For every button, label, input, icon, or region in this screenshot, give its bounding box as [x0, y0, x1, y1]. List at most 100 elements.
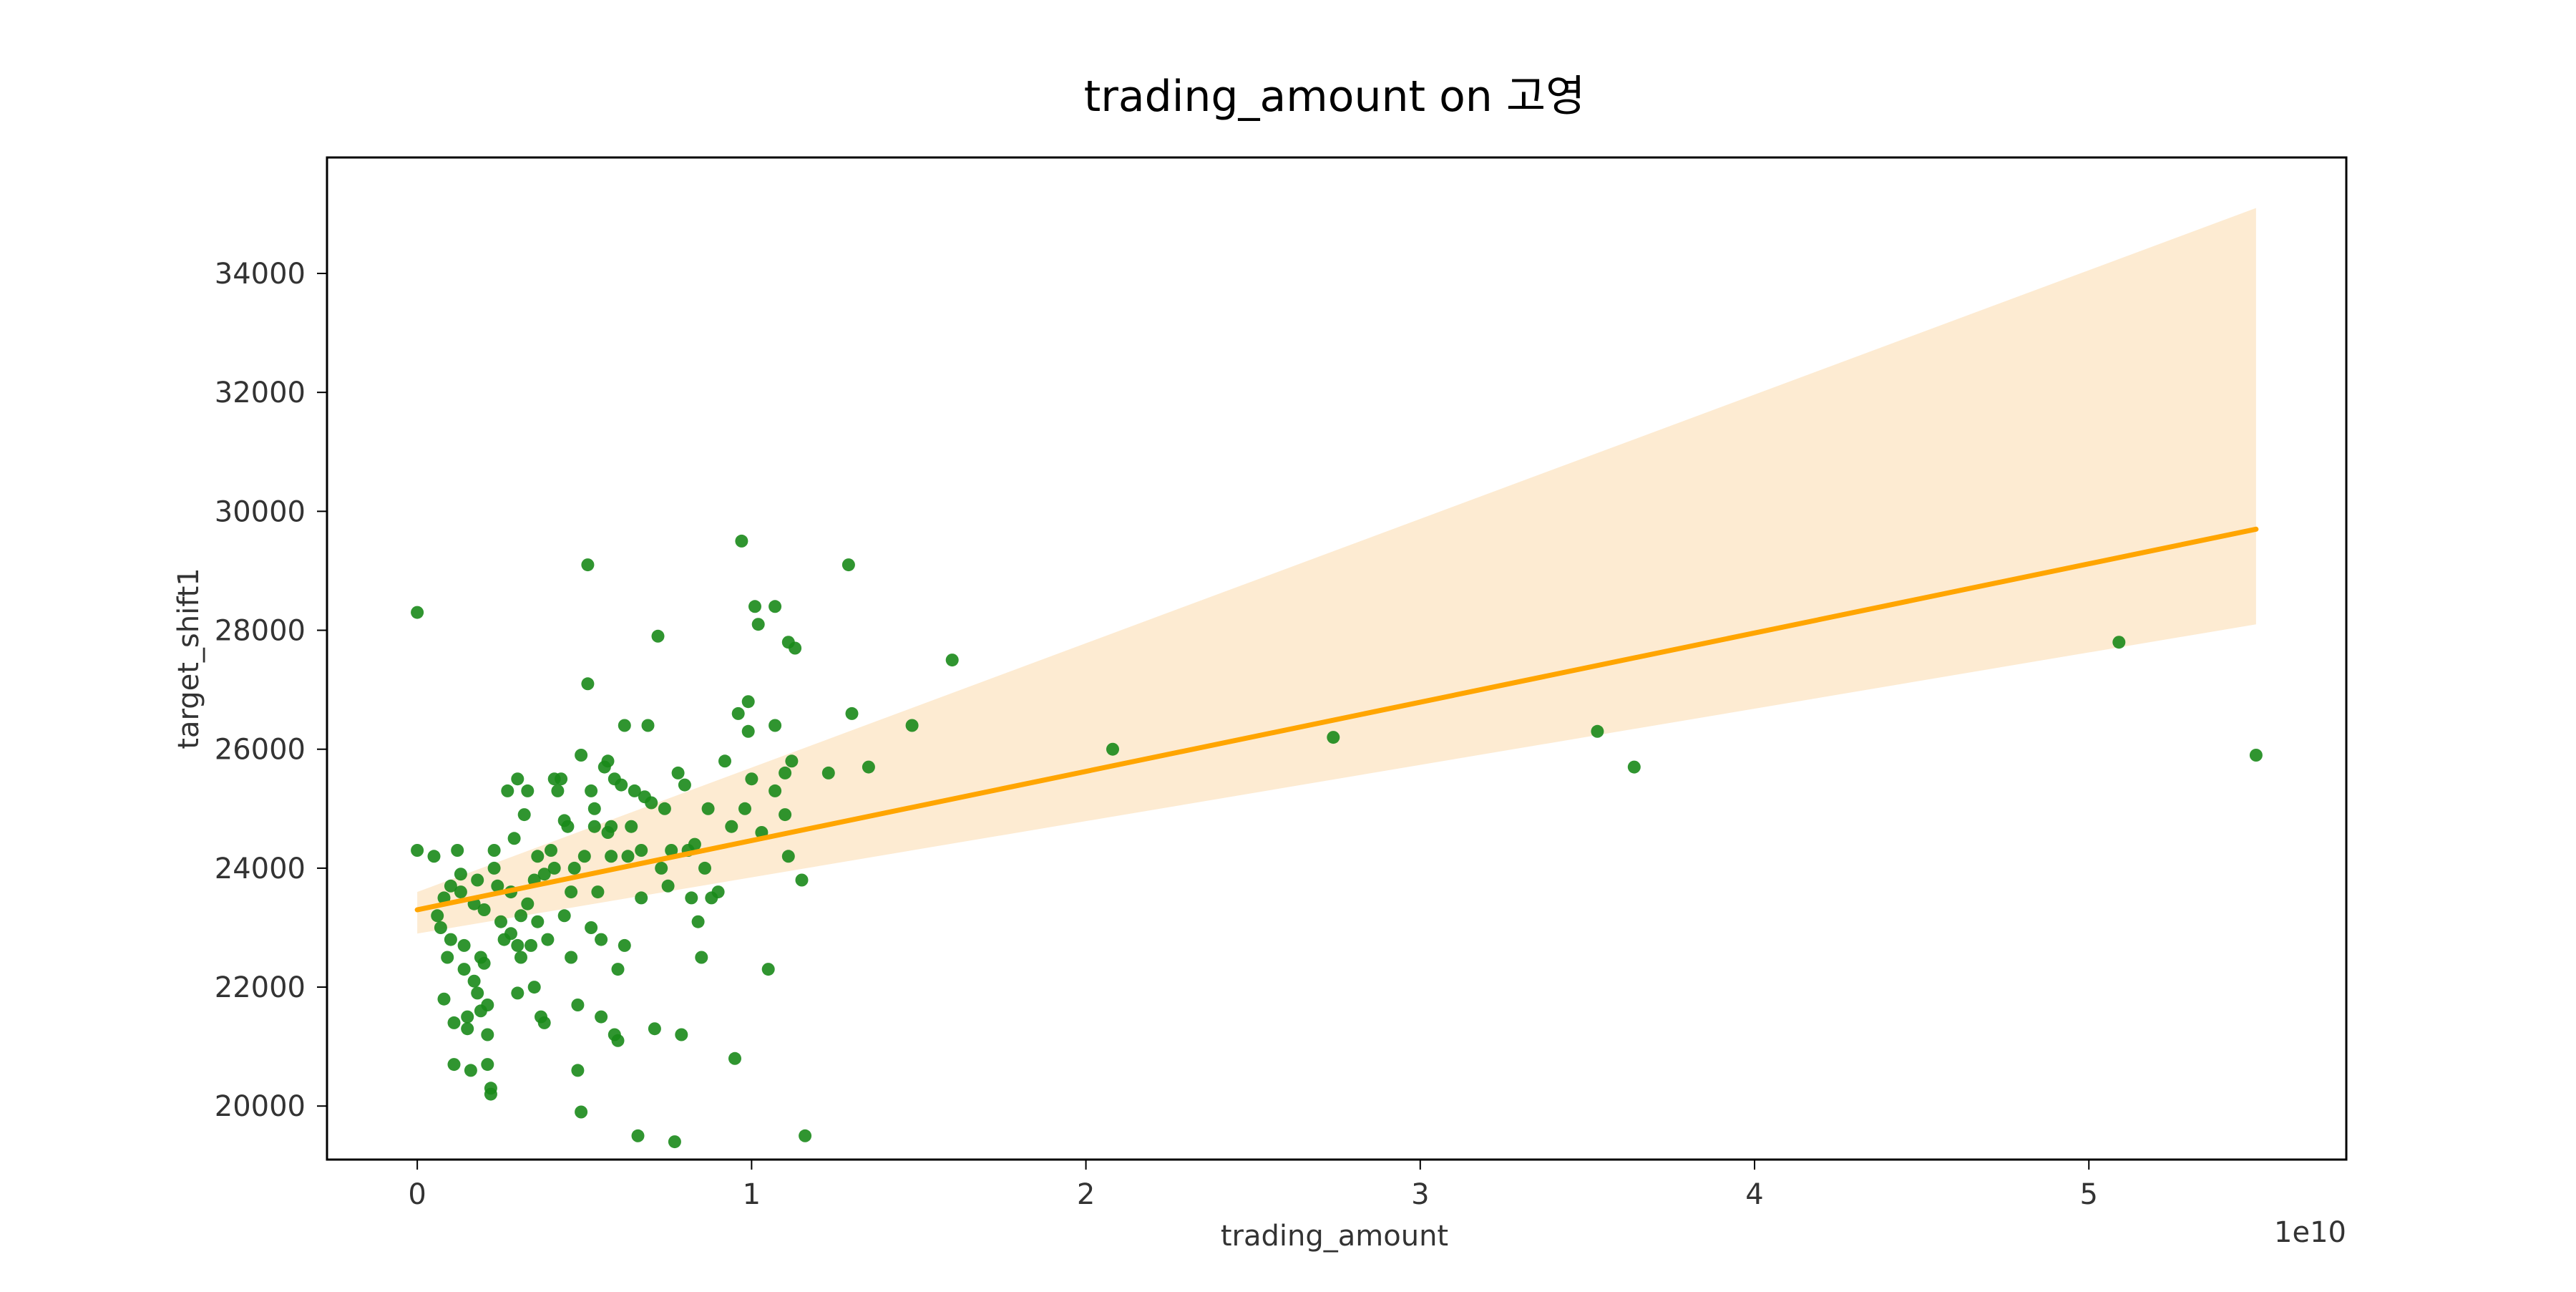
x-axis-offset-label: 1e10	[2274, 1216, 2346, 1249]
data-point	[1627, 760, 1641, 774]
data-point	[748, 600, 761, 613]
data-point	[531, 850, 545, 863]
data-point	[454, 885, 467, 899]
data-point	[571, 1064, 585, 1077]
data-point	[611, 1034, 625, 1047]
data-point	[789, 641, 802, 655]
data-point	[447, 1058, 461, 1072]
data-point	[615, 778, 628, 792]
data-point	[481, 1058, 494, 1072]
data-point	[761, 963, 775, 976]
data-point	[581, 558, 595, 572]
data-point	[511, 938, 525, 952]
data-point	[628, 784, 641, 797]
data-point	[487, 844, 501, 857]
data-point	[481, 999, 494, 1011]
data-point	[577, 850, 591, 863]
data-point	[605, 820, 618, 833]
data-point	[461, 1010, 474, 1024]
data-point	[585, 784, 598, 797]
data-point	[491, 879, 504, 893]
regression-line	[414, 526, 2259, 913]
data-point	[731, 706, 745, 720]
data-point	[668, 1135, 681, 1149]
data-point	[595, 1010, 608, 1024]
data-point	[785, 754, 799, 768]
y-tick-label: 26000	[215, 734, 306, 767]
x-tick-label: 3	[1411, 1178, 1429, 1211]
data-point	[457, 963, 471, 976]
data-point	[461, 1022, 474, 1036]
data-point	[464, 1064, 477, 1077]
data-point	[905, 719, 919, 732]
x-tick-label: 1	[743, 1178, 761, 1211]
data-point	[671, 766, 685, 779]
x-axis-label: trading_amount	[1221, 1220, 1448, 1253]
x-axis: 0 1 2 3 4 5	[408, 1160, 2098, 1211]
y-tick-label: 34000	[215, 258, 306, 291]
data-point	[745, 772, 758, 786]
data-point	[799, 1129, 812, 1142]
data-point	[565, 885, 578, 899]
data-point	[751, 618, 765, 631]
data-point	[635, 844, 648, 857]
data-point	[551, 784, 565, 797]
x-tick-label: 0	[408, 1178, 426, 1211]
data-point	[601, 754, 615, 768]
data-point	[537, 1016, 551, 1029]
data-point	[567, 861, 581, 875]
data-point	[769, 600, 782, 613]
data-point	[431, 909, 444, 923]
y-axis-label: target_shift1	[172, 568, 205, 749]
data-point	[545, 844, 557, 857]
data-point	[471, 986, 484, 1000]
data-point	[741, 724, 755, 738]
data-point	[661, 879, 675, 893]
data-point	[2112, 636, 2126, 649]
y-tick-label: 32000	[215, 377, 306, 409]
data-point	[411, 606, 424, 619]
data-point	[444, 879, 457, 893]
data-point	[487, 861, 501, 875]
data-point	[565, 951, 578, 964]
data-point	[447, 1016, 461, 1029]
data-point	[718, 754, 731, 768]
data-point	[841, 558, 855, 572]
data-point	[477, 956, 491, 970]
data-point	[678, 778, 691, 792]
y-tick-label: 28000	[215, 615, 306, 648]
data-point	[521, 897, 535, 910]
data-point	[591, 885, 605, 899]
data-point	[621, 850, 635, 863]
data-point	[769, 719, 782, 732]
data-point	[779, 766, 792, 779]
data-point	[1327, 731, 1340, 744]
data-point	[685, 891, 698, 905]
data-point	[451, 844, 464, 857]
regression-line-layer	[414, 526, 2259, 913]
data-point	[467, 974, 481, 988]
data-point	[575, 749, 588, 762]
data-point	[635, 891, 648, 905]
data-point	[585, 921, 598, 934]
data-point	[821, 766, 835, 779]
x-tick-label: 5	[2080, 1178, 2098, 1211]
data-point	[945, 654, 959, 667]
data-point	[481, 1028, 494, 1041]
data-point	[1106, 742, 1119, 756]
data-point	[507, 832, 521, 845]
data-point	[434, 921, 447, 934]
data-point	[605, 850, 618, 863]
data-point	[514, 909, 527, 923]
data-point	[641, 719, 655, 732]
data-point	[651, 629, 665, 643]
data-point	[625, 820, 638, 833]
data-point	[658, 802, 671, 815]
data-point	[862, 760, 875, 774]
data-point	[557, 909, 571, 923]
data-point	[695, 951, 708, 964]
data-point	[411, 844, 424, 857]
data-point	[645, 796, 658, 810]
data-point	[501, 784, 514, 797]
